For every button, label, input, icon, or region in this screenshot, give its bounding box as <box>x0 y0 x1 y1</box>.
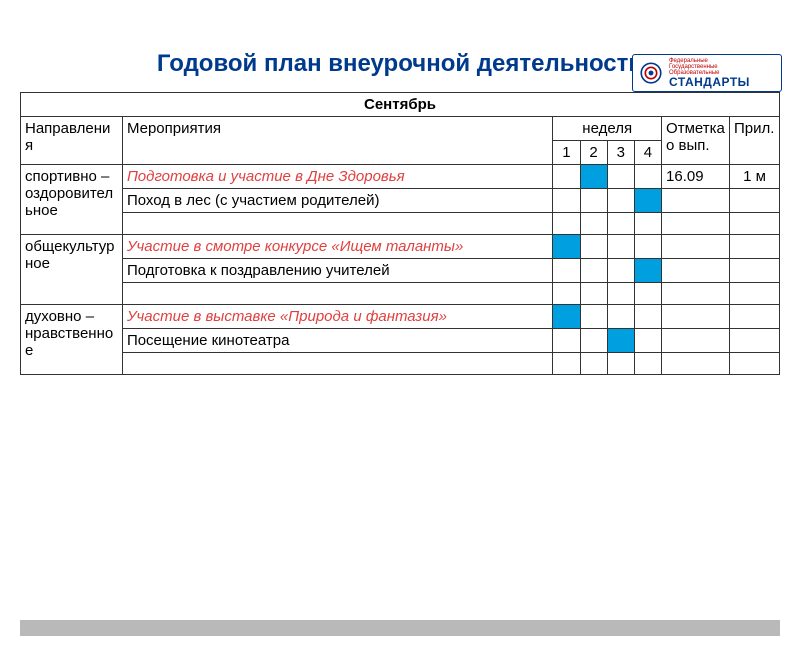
ev4-w4 <box>634 259 661 283</box>
hdr-w1: 1 <box>553 141 580 165</box>
ev6-w1 <box>553 329 580 353</box>
row-ev-empty1 <box>21 213 780 235</box>
e3-w4 <box>634 353 661 375</box>
e1-w1 <box>553 213 580 235</box>
hdr-date: Отметка о вып. <box>662 117 730 165</box>
ev1-date: 16.09 <box>662 165 730 189</box>
e1-w4 <box>634 213 661 235</box>
ev1-w3 <box>607 165 634 189</box>
ev4-w1 <box>553 259 580 283</box>
ev5-att <box>729 305 779 329</box>
ev3-date <box>662 235 730 259</box>
dir3: духовно – нравственное <box>21 305 123 375</box>
row-ev5: духовно – нравственное Участие в выставк… <box>21 305 780 329</box>
ev3-w4 <box>634 235 661 259</box>
dir2: общекультурное <box>21 235 123 305</box>
e1-w2 <box>580 213 607 235</box>
e1-w3 <box>607 213 634 235</box>
e2-att <box>729 283 779 305</box>
hdr-week: неделя <box>553 117 662 141</box>
e3-w1 <box>553 353 580 375</box>
ev6-w3 <box>607 329 634 353</box>
ev5: Участие в выставке «Природа и фантазия» <box>122 305 552 329</box>
ev2-w4 <box>634 189 661 213</box>
ev4-att <box>729 259 779 283</box>
ev6-att <box>729 329 779 353</box>
ev6-w4 <box>634 329 661 353</box>
ev3-att <box>729 235 779 259</box>
row-ev3: общекультурное Участие в смотре конкурсе… <box>21 235 780 259</box>
month-row: Сентябрь <box>21 93 780 117</box>
footer-bar <box>20 620 780 636</box>
row-ev4: Подготовка к поздравлению учителей <box>21 259 780 283</box>
e1-date <box>662 213 730 235</box>
hdr-att: Прил. <box>729 117 779 165</box>
ev6: Посещение кинотеатра <box>122 329 552 353</box>
empty-ev2 <box>122 283 552 305</box>
row-ev1: спортивно – оздоровительное Подготовка и… <box>21 165 780 189</box>
e3-date <box>662 353 730 375</box>
month-header: Сентябрь <box>21 93 780 117</box>
hdr-direction: Направления <box>21 117 123 165</box>
row-ev-empty2 <box>21 283 780 305</box>
hdr-w4: 4 <box>634 141 661 165</box>
e2-w2 <box>580 283 607 305</box>
ev2-w3 <box>607 189 634 213</box>
e2-w3 <box>607 283 634 305</box>
ev4-w3 <box>607 259 634 283</box>
hdr-w2: 2 <box>580 141 607 165</box>
e3-w2 <box>580 353 607 375</box>
ev4: Подготовка к поздравлению учителей <box>122 259 552 283</box>
row-ev6: Посещение кинотеатра <box>21 329 780 353</box>
ev6-date <box>662 329 730 353</box>
ev1-w1 <box>553 165 580 189</box>
e2-w4 <box>634 283 661 305</box>
ev2-w2 <box>580 189 607 213</box>
ev3-w2 <box>580 235 607 259</box>
ev1-att: 1 м <box>729 165 779 189</box>
ev3-w3 <box>607 235 634 259</box>
e2-date <box>662 283 730 305</box>
empty-ev1 <box>122 213 552 235</box>
dir1: спортивно – оздоровительное <box>21 165 123 235</box>
badge-text: Федеральные Государственные Образователь… <box>669 58 750 88</box>
ev2-w1 <box>553 189 580 213</box>
e3-att <box>729 353 779 375</box>
row-ev-empty3 <box>21 353 780 375</box>
empty-ev3 <box>122 353 552 375</box>
ev5-w4 <box>634 305 661 329</box>
e2-w1 <box>553 283 580 305</box>
ev5-w3 <box>607 305 634 329</box>
ev4-w2 <box>580 259 607 283</box>
badge-icon <box>637 59 665 87</box>
e1-att <box>729 213 779 235</box>
ev4-date <box>662 259 730 283</box>
hdr-events: Мероприятия <box>122 117 552 165</box>
header-row-1: Направления Мероприятия неделя Отметка о… <box>21 117 780 141</box>
ev6-w2 <box>580 329 607 353</box>
ev1-w2 <box>580 165 607 189</box>
ev1: Подготовка и участие в Дне Здоровья <box>122 165 552 189</box>
plan-table: Сентябрь Направления Мероприятия неделя … <box>20 92 780 375</box>
e3-w3 <box>607 353 634 375</box>
ev5-w2 <box>580 305 607 329</box>
ev2-att <box>729 189 779 213</box>
ev3-w1 <box>553 235 580 259</box>
badge-title: СТАНДАРТЫ <box>669 76 750 88</box>
hdr-w3: 3 <box>607 141 634 165</box>
ev2: Поход в лес (с участием родителей) <box>122 189 552 213</box>
ev5-w1 <box>553 305 580 329</box>
ev5-date <box>662 305 730 329</box>
ev2-date <box>662 189 730 213</box>
standards-badge: Федеральные Государственные Образователь… <box>632 54 782 92</box>
ev3: Участие в смотре конкурсе «Ищем таланты» <box>122 235 552 259</box>
ev1-w4 <box>634 165 661 189</box>
row-ev2: Поход в лес (с участием родителей) <box>21 189 780 213</box>
